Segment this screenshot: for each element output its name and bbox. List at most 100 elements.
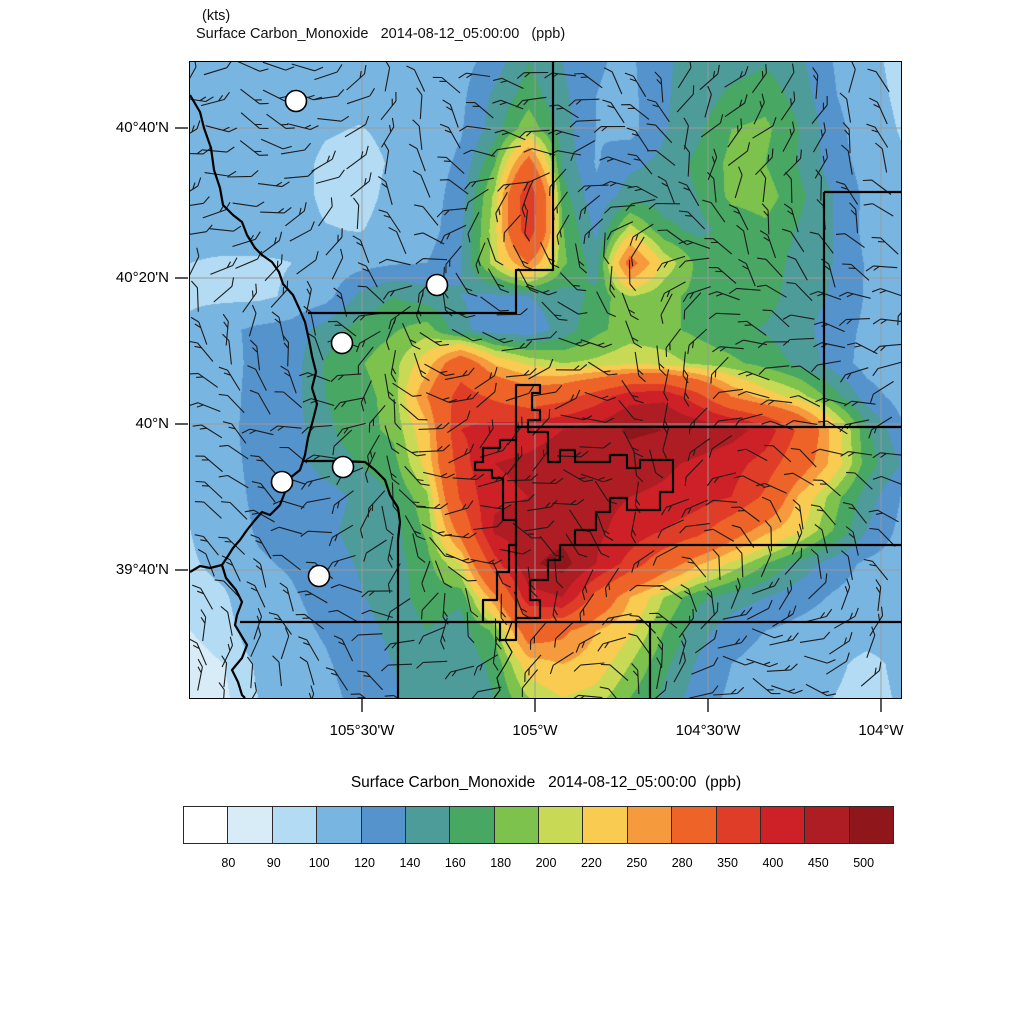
wind-barb bbox=[244, 509, 275, 523]
wind-barb bbox=[596, 513, 614, 541]
wind-barb bbox=[499, 548, 531, 555]
colorbar-title: Surface Carbon_Monoxide 2014-08-12_05:00… bbox=[350, 774, 742, 791]
wind-barb bbox=[473, 519, 504, 531]
wind-barb bbox=[621, 292, 639, 321]
wind-barb bbox=[357, 262, 378, 288]
wind-barb bbox=[197, 548, 215, 577]
wind-barb bbox=[811, 448, 844, 456]
wind-barb bbox=[190, 402, 221, 413]
wind-barb bbox=[437, 156, 465, 175]
wind-barb bbox=[355, 330, 381, 353]
wind-barb bbox=[835, 233, 865, 249]
wind-barb bbox=[492, 99, 524, 110]
wind-barb bbox=[552, 191, 568, 221]
wind-barb bbox=[268, 612, 292, 635]
wind-barb bbox=[704, 238, 733, 255]
wind-barb bbox=[222, 333, 232, 365]
wind-barb bbox=[606, 221, 634, 241]
wind-barb bbox=[232, 201, 265, 208]
wind-barb bbox=[712, 548, 721, 581]
y-tick-label: 39°40'N bbox=[115, 561, 169, 578]
wind-barb bbox=[752, 677, 781, 695]
wind-barb bbox=[784, 171, 793, 204]
wind-barb bbox=[573, 662, 605, 672]
wind-barb bbox=[447, 566, 477, 582]
wind-barb bbox=[429, 537, 454, 559]
wind-barb bbox=[764, 520, 773, 552]
wind-barb bbox=[557, 450, 589, 458]
wind-barb bbox=[730, 577, 741, 609]
wind-barb bbox=[249, 389, 271, 415]
wind-barb bbox=[218, 682, 225, 698]
wind-barb bbox=[346, 88, 375, 105]
wind-barb bbox=[677, 62, 692, 89]
wind-barb bbox=[445, 532, 477, 539]
wind-barb bbox=[250, 455, 277, 475]
station-marker bbox=[330, 331, 354, 355]
wind-barb bbox=[203, 62, 232, 76]
wind-barb bbox=[599, 686, 617, 698]
wind-barb bbox=[496, 308, 528, 316]
wind-barb bbox=[707, 148, 718, 180]
wind-barb bbox=[205, 125, 238, 133]
wind-barb bbox=[524, 209, 531, 242]
y-tick-label: 40°40'N bbox=[115, 119, 169, 136]
wind-barb bbox=[190, 316, 208, 345]
wind-barb bbox=[381, 505, 394, 536]
wind-barb bbox=[464, 177, 494, 190]
wind-barb bbox=[325, 228, 343, 256]
wind-barb bbox=[556, 214, 570, 245]
wind-barb bbox=[219, 444, 249, 460]
colorbar-tick-label: 280 bbox=[671, 856, 693, 870]
wind-barb bbox=[628, 633, 652, 656]
wind-barb bbox=[222, 421, 247, 444]
wind-barb bbox=[813, 479, 841, 497]
wind-barb bbox=[657, 519, 684, 539]
county-boundary bbox=[190, 94, 319, 698]
wind-barb bbox=[190, 177, 202, 192]
wind-barb bbox=[871, 288, 901, 297]
wind-barb bbox=[544, 72, 576, 79]
wind-barb bbox=[769, 632, 799, 646]
wind-barb bbox=[260, 206, 292, 214]
station-marker bbox=[284, 89, 308, 113]
wind-barb bbox=[712, 346, 744, 353]
wind-units-label: (kts) bbox=[202, 8, 231, 24]
wind-barb bbox=[331, 490, 354, 515]
county-boundary bbox=[190, 563, 223, 573]
wind-barb bbox=[563, 469, 594, 483]
colorbar-cell bbox=[493, 806, 539, 844]
wind-barb bbox=[541, 301, 568, 321]
wind-barb bbox=[577, 184, 609, 193]
wind-barb bbox=[210, 257, 238, 275]
wind-barb bbox=[656, 636, 664, 669]
wind-barb bbox=[240, 112, 269, 129]
wind-barb bbox=[790, 447, 817, 468]
wind-barb bbox=[504, 493, 535, 504]
wind-barb bbox=[445, 245, 462, 274]
wind-barb bbox=[474, 366, 498, 390]
wind-barb bbox=[782, 337, 815, 346]
wind-barb bbox=[385, 318, 396, 351]
wind-barb bbox=[678, 210, 706, 230]
colorbar-tick-label: 160 bbox=[444, 856, 466, 870]
wind-barb bbox=[222, 313, 229, 346]
wind-barb bbox=[597, 636, 627, 652]
wind-barb bbox=[195, 455, 223, 473]
wind-barb bbox=[384, 62, 391, 92]
wind-barb bbox=[299, 372, 331, 382]
wind-barb bbox=[634, 351, 646, 383]
wind-barb bbox=[629, 223, 654, 246]
wind-barb bbox=[809, 231, 834, 254]
wind-barb bbox=[583, 218, 604, 245]
wind-barb bbox=[680, 584, 698, 612]
wind-barb bbox=[604, 204, 635, 214]
wind-barb bbox=[699, 64, 720, 91]
wind-barb bbox=[264, 254, 283, 282]
wind-barb bbox=[568, 98, 600, 107]
wind-barb bbox=[673, 652, 686, 683]
colorbar bbox=[183, 806, 909, 844]
wind-barb bbox=[247, 365, 267, 391]
wind-barb bbox=[418, 422, 450, 430]
wind-barb bbox=[687, 438, 711, 462]
